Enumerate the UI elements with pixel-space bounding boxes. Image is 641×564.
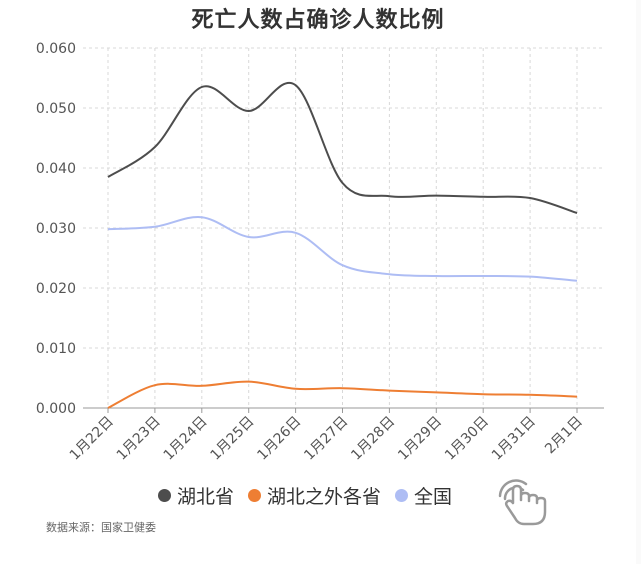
series-line-national	[107, 216, 578, 282]
chart-legend: 湖北省 湖北之外各省 全国	[158, 482, 466, 509]
x-tick-label: 1月28日	[348, 414, 398, 464]
x-tick-label: 2月1日	[542, 414, 586, 458]
x-tick-label: 1月27日	[301, 414, 351, 464]
y-tick-label: 0.060	[36, 41, 76, 57]
legend-dot-outside-hubei	[248, 489, 262, 502]
chart-title: 死亡人数占确诊人数比例	[191, 8, 445, 33]
series-line-outside-hubei	[107, 380, 578, 409]
hand-pointer-icon	[498, 479, 547, 526]
y-tick-label: 0.000	[36, 401, 76, 417]
y-tick-label: 0.040	[36, 161, 76, 177]
legend-dot-national	[395, 489, 409, 502]
chart-plot: 0.000 0.010 0.020 0.030 0.040 0.050 0.060 1月22日…	[36, 41, 604, 464]
y-tick-label: 0.030	[36, 221, 76, 237]
x-tick-label: 1月25日	[208, 414, 258, 464]
y-tick-label: 0.010	[36, 341, 76, 357]
x-tick-label: 1月24日	[161, 414, 211, 464]
x-tick-label: 1月29日	[395, 414, 445, 464]
legend-item-hubei[interactable]: 湖北省	[158, 482, 234, 509]
source-note: 数据来源：国家卫健委	[46, 521, 156, 534]
legend-item-outside-hubei[interactable]: 湖北之外各省	[248, 482, 381, 509]
x-tick-label: 1月23日	[114, 414, 164, 464]
y-tick-label: 0.020	[36, 281, 76, 297]
legend-label-national: 全国	[414, 486, 453, 508]
x-tick-label: 1月22日	[67, 414, 117, 464]
legend-item-national[interactable]: 全国	[395, 482, 452, 509]
legend-label-outside-hubei: 湖北之外各省	[267, 486, 382, 508]
y-tick-label: 0.050	[36, 101, 76, 117]
legend-label-hubei: 湖北省	[177, 486, 235, 508]
x-tick-label: 1月31日	[489, 414, 539, 464]
x-tick-label: 1月26日	[254, 414, 304, 464]
series-line-hubei	[107, 81, 578, 214]
legend-dot-hubei	[158, 489, 171, 502]
x-tick-label: 1月30日	[442, 414, 492, 464]
